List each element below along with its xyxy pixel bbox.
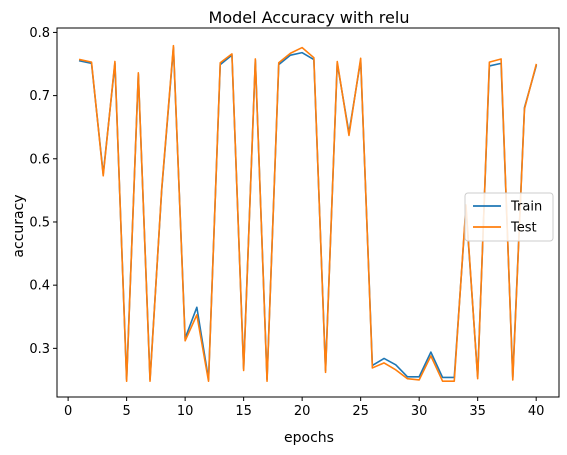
legend-box <box>464 192 554 242</box>
x-tick-label: 40 <box>528 404 545 419</box>
x-tick-label: 25 <box>352 404 369 419</box>
plot-area <box>56 27 560 398</box>
y-tick-label: 0.6 <box>29 152 50 167</box>
y-tick-label: 0.4 <box>29 279 50 294</box>
y-tick-label: 0.8 <box>29 26 50 41</box>
axes-frame <box>56 27 560 398</box>
y-axis-label: accuracy <box>11 194 27 257</box>
y-tick-label: 0.7 <box>29 89 50 104</box>
x-tick-label: 5 <box>122 404 130 419</box>
x-tick-label: 15 <box>235 404 252 419</box>
legend: Train Test <box>464 192 554 242</box>
legend-label-test: Test <box>510 221 537 236</box>
x-axis-ticks: 0 5 10 15 20 25 30 35 40 <box>64 397 544 419</box>
series-line-test <box>78 44 538 383</box>
legend-label-train: Train <box>510 200 542 215</box>
x-tick-label: 20 <box>294 404 311 419</box>
x-tick-label: 35 <box>469 404 486 419</box>
y-axis-ticks: 0.3 0.4 0.5 0.6 0.7 0.8 <box>29 26 57 357</box>
y-tick-label: 0.5 <box>29 215 50 230</box>
x-tick-label: 0 <box>64 404 72 419</box>
x-tick-label: 10 <box>177 404 194 419</box>
x-axis-label: epochs <box>284 430 334 446</box>
x-tick-label: 30 <box>411 404 428 419</box>
y-tick-label: 0.3 <box>29 342 50 357</box>
chart-title: Model Accuracy with relu <box>209 8 410 27</box>
